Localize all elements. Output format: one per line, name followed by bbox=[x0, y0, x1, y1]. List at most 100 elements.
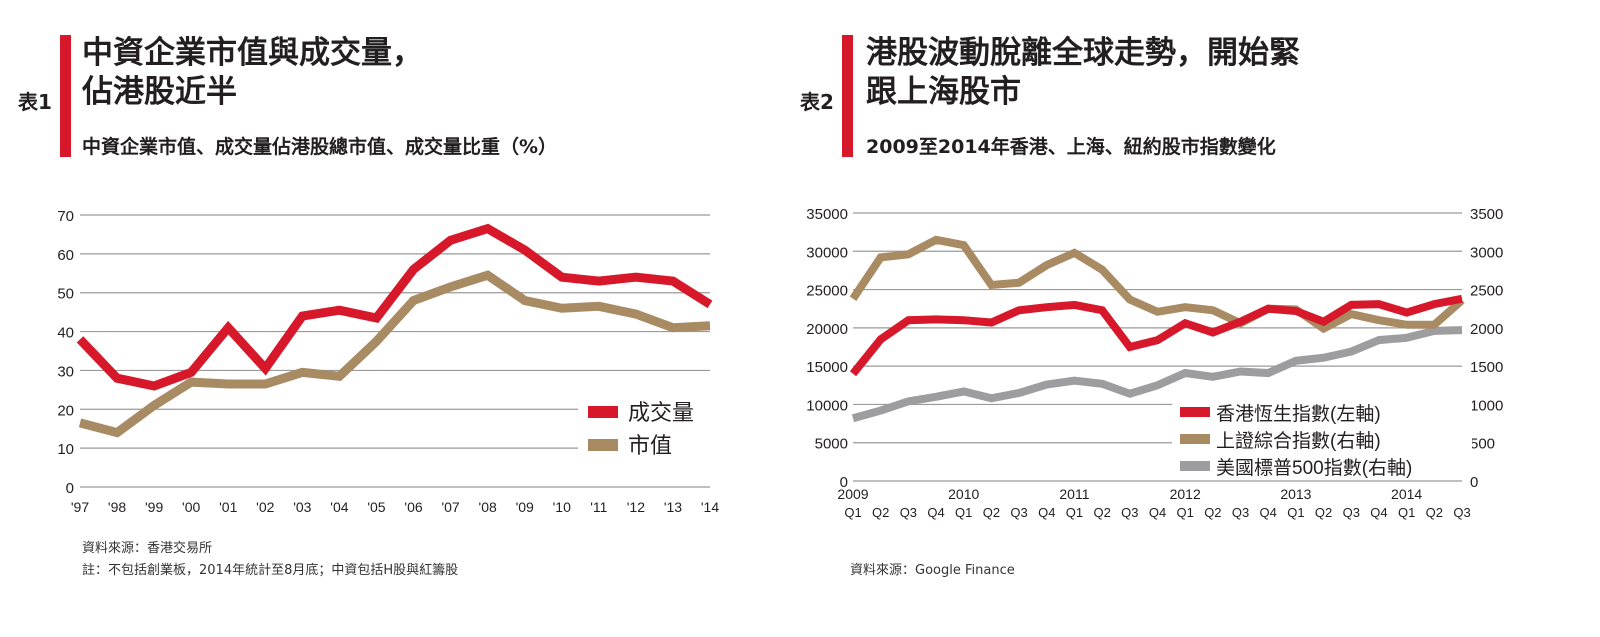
x-tick-label: Q4 bbox=[1038, 505, 1055, 520]
x-tick-label: Q1 bbox=[1066, 505, 1083, 520]
x-tick-label: Q4 bbox=[1149, 505, 1166, 520]
x-tick-label: Q1 bbox=[844, 505, 861, 520]
chart-title: 中資企業市值與成交量， 佔港股近半 bbox=[82, 35, 423, 110]
legend-label: 美國標普500指數(右軸) bbox=[1216, 457, 1412, 479]
y2-tick-label: 2000 bbox=[1470, 321, 1503, 338]
x-year-label: 2011 bbox=[1059, 486, 1089, 502]
series-line-0 bbox=[849, 294, 1463, 377]
x-tick-label: '99 bbox=[145, 499, 163, 515]
x-tick-label: '07 bbox=[441, 499, 459, 515]
x-tick-label: '14 bbox=[701, 499, 719, 515]
x-tick-label: '05 bbox=[367, 499, 385, 515]
x-tick-label: Q1 bbox=[1177, 505, 1194, 520]
x-tick-label: '97 bbox=[71, 499, 89, 515]
legend-swatch bbox=[1180, 407, 1210, 417]
y-tick-label: 30 bbox=[57, 363, 74, 380]
legend-swatch bbox=[588, 439, 618, 451]
x-tick-label: '00 bbox=[182, 499, 200, 515]
x-tick-label: '04 bbox=[330, 499, 348, 515]
legend-label: 上證綜合指數(右軸) bbox=[1216, 430, 1381, 452]
y-tick-label: 20000 bbox=[806, 321, 848, 338]
right-panel: 表2 港股波動脫離全球走勢，開始緊 跟上海股市 2009至2014年香港、上海、… bbox=[780, 0, 1600, 637]
x-tick-label: Q2 bbox=[983, 505, 1000, 520]
legend-background bbox=[1172, 392, 1472, 478]
x-tick-label: '01 bbox=[219, 499, 237, 515]
chart-2: 0 5000 10000 15000 20000 25000 30000 35000 0 500 1… bbox=[806, 206, 1503, 520]
x-tick-label: Q4 bbox=[927, 505, 944, 520]
x-tick-label: Q1 bbox=[1398, 505, 1415, 520]
y2-tick-label: 2500 bbox=[1470, 283, 1503, 300]
series-line-2 bbox=[851, 326, 1463, 423]
x-tick-label: '06 bbox=[404, 499, 422, 515]
x-tick-label: '08 bbox=[479, 499, 497, 515]
y-tick-label: 50 bbox=[57, 286, 74, 303]
x-tick-label: '12 bbox=[627, 499, 645, 515]
series-line-0 bbox=[76, 223, 713, 391]
chart-title: 港股波動脫離全球走勢，開始緊 跟上海股市 bbox=[866, 35, 1300, 110]
y-tick-label: 35000 bbox=[806, 206, 848, 223]
x-year-label: 2013 bbox=[1280, 486, 1311, 502]
y2-tick-label: 3000 bbox=[1470, 244, 1503, 261]
x-tick-label: '03 bbox=[293, 499, 311, 515]
footnote: 註：不包括創業板，2014年統計至8月底；中資包括H股與紅籌股 bbox=[82, 563, 459, 578]
x-tick-label: Q1 bbox=[955, 505, 972, 520]
x-tick-label: '11 bbox=[590, 499, 607, 515]
chart-subtitle: 中資企業市值、成交量佔港股總市值、成交量比重（%） bbox=[82, 136, 558, 158]
x-tick-label: Q3 bbox=[1121, 505, 1138, 520]
y-tick-label: 60 bbox=[57, 247, 74, 264]
y-tick-label: 15000 bbox=[806, 359, 848, 376]
x-tick-label: Q2 bbox=[1315, 505, 1332, 520]
legend-swatch bbox=[588, 406, 618, 418]
x-year-label: 2009 bbox=[837, 486, 868, 502]
x-tick-label: '98 bbox=[108, 499, 126, 515]
legend-label: 香港恆生指數(左軸) bbox=[1216, 403, 1381, 425]
y2-tick-label: 1500 bbox=[1470, 359, 1503, 376]
chart-tag: 表2 bbox=[800, 90, 834, 114]
accent-bar bbox=[60, 35, 71, 157]
chart-subtitle: 2009至2014年香港、上海、紐約股市指數變化 bbox=[866, 136, 1276, 158]
y-tick-label: 70 bbox=[57, 208, 74, 225]
x-year-label: 2014 bbox=[1391, 486, 1422, 502]
y-tick-label: 0 bbox=[66, 480, 74, 497]
x-tick-label: '02 bbox=[256, 499, 274, 515]
source-note: 資料來源：Google Finance bbox=[850, 563, 1015, 578]
y-tick-label: 0 bbox=[840, 474, 848, 491]
x-tick-label: Q4 bbox=[1370, 505, 1387, 520]
x-tick-label: Q1 bbox=[1287, 505, 1304, 520]
legend-label: 市值 bbox=[628, 433, 672, 458]
series-line-1 bbox=[78, 270, 711, 438]
x-tick-label: Q3 bbox=[1232, 505, 1249, 520]
y2-tick-label: 500 bbox=[1470, 436, 1495, 453]
y2-tick-label: 0 bbox=[1470, 474, 1478, 491]
x-tick-label: Q3 bbox=[1010, 505, 1027, 520]
accent-bar bbox=[842, 35, 853, 157]
y-tick-label: 20 bbox=[57, 402, 74, 419]
x-tick-label: Q3 bbox=[1453, 505, 1470, 520]
source-note: 資料來源：香港交易所 bbox=[82, 541, 213, 556]
x-tick-label: '13 bbox=[664, 499, 682, 515]
x-year-label: 2012 bbox=[1170, 486, 1201, 502]
legend-label: 成交量 bbox=[628, 400, 694, 425]
legend-swatch bbox=[1180, 434, 1210, 444]
x-tick-label: Q4 bbox=[1260, 505, 1277, 520]
x-tick-label: Q2 bbox=[1093, 505, 1110, 520]
x-tick-label: '09 bbox=[516, 499, 534, 515]
y-tick-label: 5000 bbox=[815, 436, 848, 453]
y-tick-label: 30000 bbox=[806, 244, 848, 261]
chart-tag: 表1 bbox=[18, 90, 52, 114]
y-tick-label: 25000 bbox=[806, 283, 848, 300]
x-year-label: 2010 bbox=[948, 486, 979, 502]
legend-swatch bbox=[1180, 461, 1210, 471]
x-tick-label: Q3 bbox=[900, 505, 917, 520]
y2-tick-label: 1000 bbox=[1470, 397, 1503, 414]
y-tick-label: 10 bbox=[57, 441, 74, 458]
series-line-1 bbox=[849, 235, 1465, 334]
x-tick-label: Q2 bbox=[1426, 505, 1443, 520]
left-panel: 表1 中資企業市值與成交量， 佔港股近半 中資企業市值、成交量佔港股總市值、成交… bbox=[0, 0, 780, 637]
x-tick-label: Q3 bbox=[1343, 505, 1360, 520]
x-tick-label: Q2 bbox=[1204, 505, 1221, 520]
y-tick-label: 10000 bbox=[806, 397, 848, 414]
y-tick-label: 40 bbox=[57, 325, 74, 342]
y2-tick-label: 3500 bbox=[1470, 206, 1503, 223]
x-tick-label: Q2 bbox=[872, 505, 889, 520]
